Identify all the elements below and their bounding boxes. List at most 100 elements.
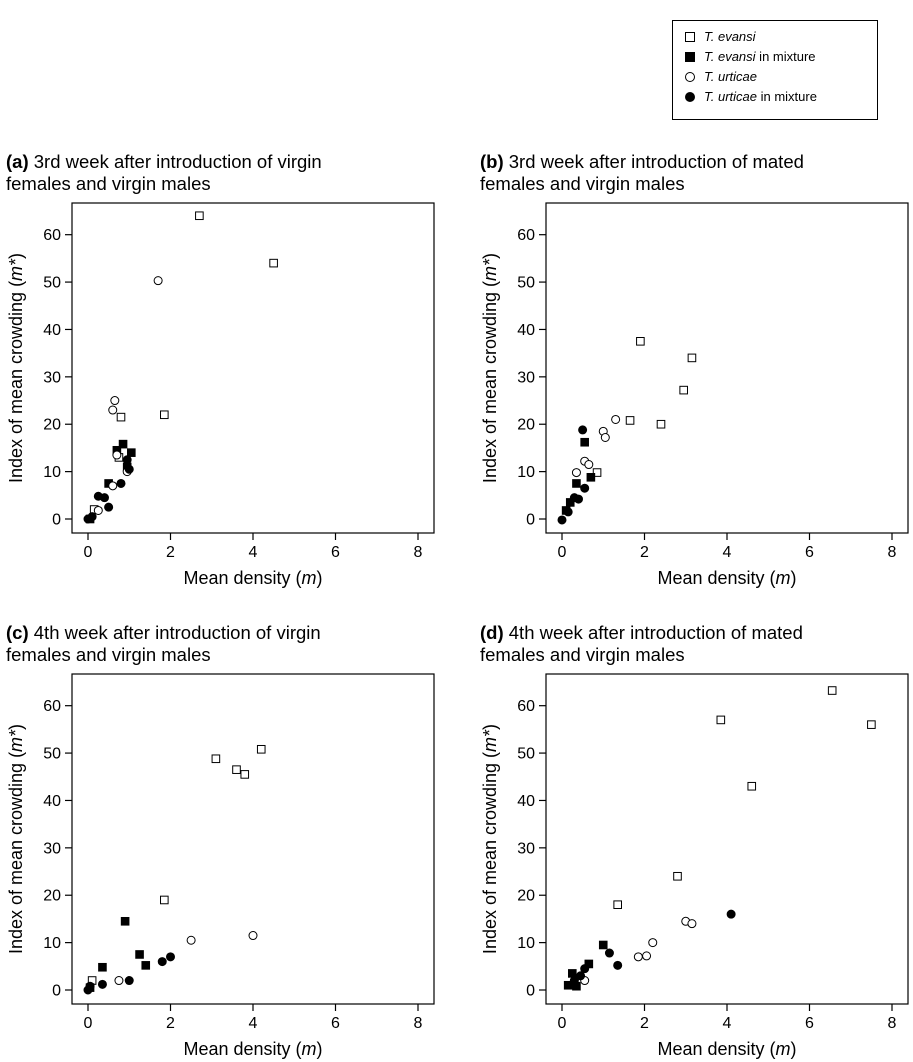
data-point — [118, 439, 128, 449]
y-tick-label: 0 — [52, 512, 61, 529]
y-axis-label: Index of mean crowding (m*) — [480, 253, 500, 483]
data-point — [827, 686, 837, 695]
x-tick-label: 2 — [166, 1015, 175, 1032]
y-tick-label: 0 — [526, 512, 535, 529]
data-point — [108, 481, 118, 491]
data-point — [141, 961, 151, 970]
filled-square-marker-icon — [685, 51, 695, 62]
y-tick-label: 30 — [43, 840, 61, 857]
plot-frame — [545, 202, 909, 534]
y-tick-label: 20 — [517, 888, 535, 905]
x-tick-label: 8 — [888, 1015, 897, 1032]
y-tick-label: 40 — [43, 322, 61, 339]
data-point — [679, 385, 688, 395]
panel-c-title: (c) 4th week after introduction of virgi… — [6, 622, 446, 666]
x-axis-label: Mean density (m) — [183, 1039, 322, 1059]
data-point — [110, 396, 120, 406]
y-tick-label: 50 — [517, 275, 535, 292]
data-point — [256, 744, 266, 754]
data-point — [116, 478, 126, 488]
data-point — [633, 952, 643, 962]
y-tick-label: 0 — [526, 983, 535, 1000]
y-tick-label: 10 — [43, 464, 61, 481]
plot-frame — [71, 202, 435, 534]
panel-title-line1: 3rd week after introduction of mated — [508, 151, 804, 172]
legend-species: T. evansi — [704, 29, 756, 44]
y-tick-label: 60 — [43, 698, 61, 715]
x-tick-label: 0 — [84, 544, 93, 561]
data-point — [613, 960, 623, 970]
chart-panel-b: 0 2 4 6 8 0 10 20 30 40 50 60 Mean density (m) Index … — [480, 202, 909, 588]
y-tick-label: 10 — [43, 935, 61, 952]
data-point — [574, 494, 583, 504]
legend-item-t-evansi: T. evansi — [685, 29, 756, 44]
data-point — [592, 468, 602, 477]
data-point — [108, 405, 118, 415]
data-point — [186, 935, 196, 945]
panel-tag: (c) — [6, 622, 29, 643]
data-point — [116, 412, 126, 422]
legend-suffix: in mixture — [757, 89, 817, 104]
data-point — [114, 976, 124, 986]
data-point — [572, 479, 581, 488]
data-point — [576, 971, 586, 981]
x-tick-label: 6 — [805, 544, 814, 561]
legend-item-t-urticae-mixture: T. urticae in mixture — [685, 89, 817, 104]
y-tick-label: 10 — [517, 464, 535, 481]
plot-frame — [71, 673, 435, 1005]
chart-panel-d: 0 2 4 6 8 0 10 20 30 40 50 60 Mean density (m) Index … — [480, 673, 909, 1059]
data-point — [584, 460, 594, 470]
y-axis-label: Index of mean crowding (m*) — [480, 724, 500, 954]
data-point — [269, 258, 278, 268]
open-square-marker-icon — [685, 31, 695, 42]
y-tick-label: 20 — [517, 417, 535, 434]
panel-d-title: (d) 4th week after introduction of mated… — [480, 622, 913, 666]
data-point — [98, 962, 107, 972]
legend-species: T. urticae — [704, 69, 757, 84]
y-tick-label: 40 — [43, 793, 61, 810]
open-circle-marker-icon — [685, 71, 695, 82]
filled-circle-marker-icon — [685, 91, 695, 102]
data-point — [124, 976, 134, 986]
y-axis-label: Index of mean crowding (m*) — [6, 724, 26, 954]
x-tick-label: 4 — [723, 544, 732, 561]
data-point — [578, 425, 588, 435]
y-tick-label: 50 — [43, 275, 61, 292]
data-point — [160, 410, 169, 420]
panel-tag: (a) — [6, 151, 29, 172]
data-point — [135, 950, 144, 959]
x-tick-label: 2 — [640, 1015, 649, 1032]
data-point — [580, 964, 590, 974]
legend-item-t-urticae: T. urticae — [685, 69, 757, 84]
y-tick-label: 0 — [52, 983, 61, 1000]
x-tick-label: 2 — [640, 544, 649, 561]
panel-title-line1: 3rd week after introduction of virgin — [33, 151, 322, 172]
plot-frame — [545, 673, 909, 1005]
data-point — [600, 432, 610, 442]
data-point — [642, 951, 652, 961]
data-point — [195, 211, 204, 221]
data-point — [648, 938, 658, 948]
data-point — [120, 916, 130, 926]
panel-title-line1: 4th week after introduction of virgin — [33, 622, 321, 643]
data-point — [93, 505, 103, 515]
data-point — [127, 448, 136, 457]
data-point — [124, 464, 134, 474]
data-point — [716, 715, 726, 725]
data-point — [160, 895, 169, 905]
data-point — [211, 754, 221, 764]
y-tick-label: 30 — [517, 840, 535, 857]
panel-b-title: (b) 3rd week after introduction of mated… — [480, 151, 913, 195]
x-tick-label: 6 — [331, 544, 340, 561]
data-point — [580, 483, 590, 493]
y-tick-label: 20 — [43, 888, 61, 905]
legend-suffix: in mixture — [755, 49, 816, 64]
data-point — [613, 900, 622, 910]
data-point — [240, 770, 250, 779]
legend-species: T. urticae — [704, 89, 757, 104]
data-point — [112, 450, 122, 460]
data-point — [166, 952, 175, 962]
x-axis-label: Mean density (m) — [657, 1039, 796, 1059]
data-point — [636, 337, 645, 346]
panel-title-line2: females and virgin males — [480, 173, 685, 194]
